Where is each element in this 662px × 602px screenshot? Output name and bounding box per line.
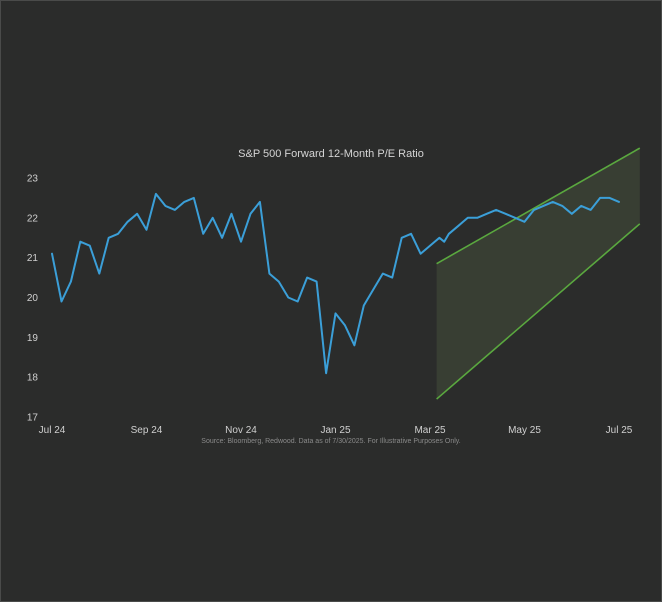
y-tick-label: 19: [27, 333, 39, 344]
chart-title: S&P 500 Forward 12-Month P/E Ratio: [238, 148, 424, 160]
y-tick-label: 21: [27, 253, 39, 264]
trend-channel: [436, 147, 641, 400]
y-tick-label: 23: [27, 174, 39, 185]
y-tick-label: 17: [27, 413, 39, 424]
y-tick-label: 18: [27, 373, 39, 384]
x-tick-label: Jan 25: [320, 425, 350, 436]
source-note: Source: Bloomberg, Redwood. Data as of 7…: [201, 438, 460, 445]
x-tick-label: Sep 24: [131, 425, 163, 436]
series-group: [51, 192, 620, 375]
x-axis-ticks: Jul 24 Sep 24 Nov 24 Jan 25 Mar 25 May 25 Jul …: [39, 425, 633, 436]
channel-fill: [436, 148, 640, 400]
y-axis-ticks: 17 18 19 20 21 22 23: [27, 174, 39, 424]
y-tick-label: 22: [27, 213, 39, 224]
channel-upper-line: [436, 147, 641, 265]
x-tick-label: Jul 24: [39, 425, 66, 436]
x-tick-label: Jul 25: [606, 425, 633, 436]
x-tick-label: Nov 24: [225, 425, 257, 436]
x-tick-label: Mar 25: [414, 425, 446, 436]
x-tick-label: May 25: [508, 425, 541, 436]
channel-lower-line: [436, 223, 641, 400]
pe-ratio-line: [51, 192, 620, 375]
y-tick-label: 20: [27, 293, 39, 304]
